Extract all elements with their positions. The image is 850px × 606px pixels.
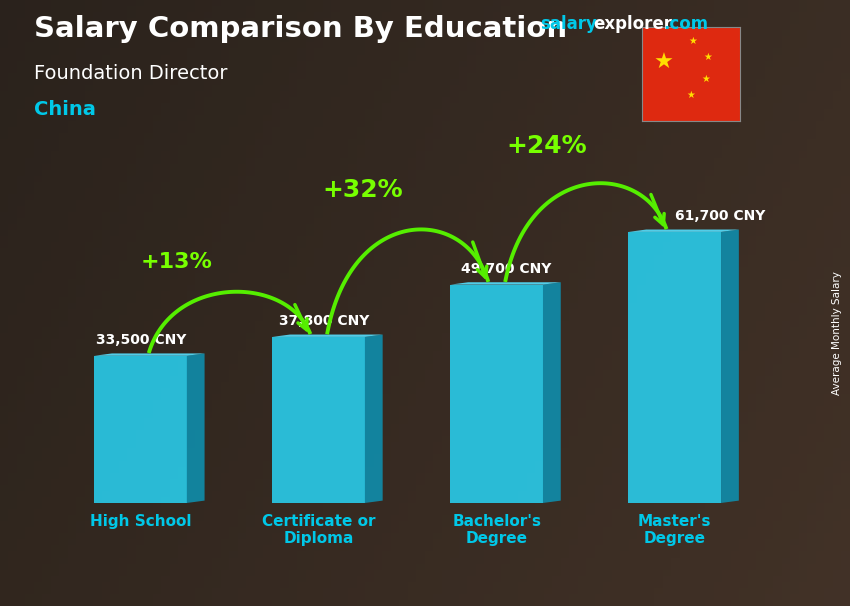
Text: China: China bbox=[34, 100, 96, 119]
Text: explorer: explorer bbox=[593, 15, 672, 33]
Polygon shape bbox=[94, 353, 205, 356]
Polygon shape bbox=[365, 335, 382, 503]
Text: 37,800 CNY: 37,800 CNY bbox=[280, 314, 370, 328]
Text: Salary Comparison By Education: Salary Comparison By Education bbox=[34, 15, 567, 43]
Text: Foundation Director: Foundation Director bbox=[34, 64, 228, 82]
Text: ★: ★ bbox=[701, 74, 710, 84]
Text: salary: salary bbox=[540, 15, 597, 33]
Text: ★: ★ bbox=[688, 36, 697, 47]
Text: 61,700 CNY: 61,700 CNY bbox=[675, 209, 765, 223]
Text: +32%: +32% bbox=[323, 178, 404, 202]
Text: ★: ★ bbox=[654, 53, 673, 73]
Polygon shape bbox=[450, 285, 543, 503]
Polygon shape bbox=[628, 230, 739, 232]
Polygon shape bbox=[272, 335, 382, 337]
Text: 49,700 CNY: 49,700 CNY bbox=[461, 262, 552, 276]
Polygon shape bbox=[628, 232, 721, 503]
Polygon shape bbox=[450, 282, 561, 285]
Polygon shape bbox=[721, 230, 739, 503]
Text: ★: ★ bbox=[686, 90, 695, 100]
Text: +24%: +24% bbox=[507, 134, 586, 158]
Polygon shape bbox=[187, 353, 205, 503]
Text: ★: ★ bbox=[704, 52, 712, 62]
Text: 33,500 CNY: 33,500 CNY bbox=[96, 333, 186, 347]
Polygon shape bbox=[543, 282, 561, 503]
Text: .com: .com bbox=[663, 15, 708, 33]
Text: +13%: +13% bbox=[140, 252, 212, 272]
Text: Average Monthly Salary: Average Monthly Salary bbox=[832, 271, 842, 395]
Polygon shape bbox=[272, 337, 365, 503]
Polygon shape bbox=[94, 356, 187, 503]
